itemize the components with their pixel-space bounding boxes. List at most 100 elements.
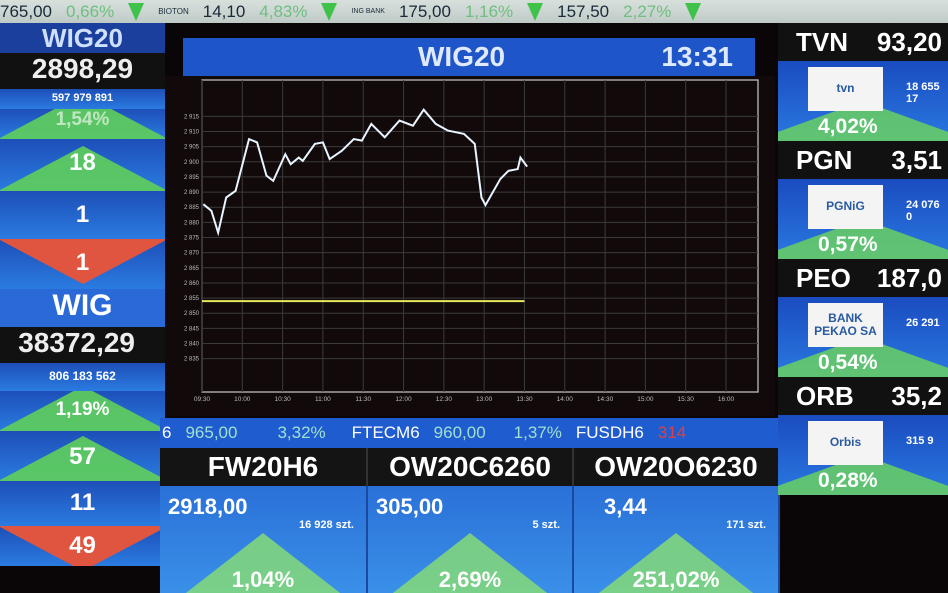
- stock-header: TVN 93,20: [778, 23, 948, 61]
- index-turnover: 806 183 562: [0, 363, 165, 391]
- stock-volume: 18 655 17: [906, 81, 940, 105]
- y-tick-label: 2 845: [184, 326, 200, 332]
- option-volume: 171 szt.: [726, 519, 766, 531]
- stock-volume: 315 9: [906, 435, 934, 447]
- option-change: 1,04%: [231, 567, 295, 592]
- ticker-change: 1,16%: [464, 1, 514, 21]
- option-panel: 2918,00 16 928 szt. 1,04%: [160, 486, 368, 593]
- top-ticker: 765,00 0,66% BIOTON 14,10 4,83% ING BANK 175…: [0, 0, 948, 23]
- stock-volume: 24 076 0: [906, 199, 940, 223]
- x-tick-label: 16:00: [718, 396, 735, 403]
- ticker-price: 157,50: [557, 1, 610, 21]
- index-line: [202, 108, 528, 237]
- stock-symbol: PGN: [796, 144, 853, 175]
- wig20-intraday-chart: 2 915 2 910 2 905 2 900 2 895 2 890 2 885 2 880…: [165, 76, 775, 416]
- strip-symbol: FUSDH6: [575, 423, 644, 442]
- up-arrow-icon: [321, 2, 338, 21]
- option-panel: 305,00 5 szt. 2,69%: [368, 486, 574, 593]
- strip-change: 1,37%: [513, 423, 562, 442]
- clock: 13:31: [661, 41, 733, 72]
- x-tick-label: 15:30: [678, 396, 695, 403]
- x-tick-label: 14:00: [557, 396, 574, 403]
- stock-panel: BANK PEKAO SA 26 291 0,54%: [778, 297, 948, 377]
- y-tick-label: 2 840: [184, 342, 200, 348]
- stock-symbol: PEO: [796, 262, 851, 293]
- strip-symbol: FTECM6: [351, 423, 420, 442]
- up-arrow-icon: [527, 2, 544, 21]
- strip-symbol: 6: [162, 423, 172, 442]
- option-price: 2918,00: [168, 494, 248, 519]
- index-turnover: 597 979 891: [0, 89, 165, 109]
- y-tick-label: 2 895: [184, 175, 200, 181]
- ticker-logo: BIOTON: [158, 7, 189, 16]
- index-change: 1,19%: [55, 399, 110, 420]
- stock-header: ORB 35,2: [778, 377, 948, 415]
- x-tick-label: 13:30: [516, 396, 533, 403]
- stock-volume: 26 291: [906, 317, 940, 329]
- option-panel: 3,44 171 szt. 251,02%: [574, 486, 780, 593]
- chart-title: WIG20: [418, 41, 506, 72]
- y-tick-label: 2 905: [184, 145, 200, 151]
- stock-symbol: TVN: [796, 26, 848, 57]
- option-volume: 5 szt.: [532, 519, 560, 531]
- x-tick-label: 11:30: [355, 396, 371, 403]
- y-tick-label: 2 860: [184, 281, 200, 287]
- stock-change: 0,28%: [818, 469, 878, 492]
- ticker-change: 2,27%: [623, 1, 672, 21]
- strip-price: 965,00: [185, 423, 238, 442]
- stock-price: 35,2: [891, 380, 942, 411]
- up-arrow-icon: [128, 2, 145, 21]
- y-tick-label: 2 865: [184, 266, 200, 272]
- right-stocks-panel: TVN 93,20 tvn 18 655 17 4,02% PGN 3,51 PGNiG 2…: [778, 23, 948, 495]
- stock-header: PGN 3,51: [778, 141, 948, 179]
- company-logo: PGNiG: [808, 185, 883, 229]
- y-tick-label: 2 885: [184, 205, 200, 211]
- option-name: OW20C6260: [368, 448, 574, 486]
- strip-price: 314: [657, 423, 687, 442]
- option-price: 305,00: [376, 494, 444, 519]
- y-tick-label: 2 910: [184, 129, 200, 135]
- chart-background: [165, 76, 775, 416]
- x-tick-label: 09:30: [194, 396, 211, 403]
- option-change: 251,02%: [632, 567, 720, 592]
- x-tick-label: 14:30: [597, 396, 614, 403]
- ticker-change: 0,66%: [66, 1, 115, 21]
- y-tick-label: 2 890: [184, 190, 200, 196]
- strip-change: 3,32%: [277, 423, 326, 442]
- x-tick-label: 12:30: [436, 396, 453, 403]
- ticker-logo: ING BANK: [351, 8, 385, 15]
- x-tick-label: 10:00: [234, 396, 251, 403]
- x-tick-label: 10:30: [274, 396, 291, 403]
- option-volume: 16 928 szt.: [298, 519, 354, 531]
- stock-change: 4,02%: [818, 115, 878, 138]
- left-index-panel: WIG20 2898,29 597 979 891 1,54% 18 1 1 W…: [0, 23, 165, 566]
- stock-price: 3,51: [891, 144, 942, 175]
- x-tick-label: 15:00: [637, 396, 654, 403]
- company-logo: BANK PEKAO SA: [808, 303, 883, 347]
- ticker-change: 4,83%: [259, 1, 308, 21]
- advancing-count: 57: [69, 443, 96, 470]
- stock-panel: Orbis 315 9 0,28%: [778, 415, 948, 495]
- y-tick-label: 2 915: [184, 114, 200, 120]
- y-tick-label: 2 875: [184, 236, 200, 242]
- y-tick-label: 2 880: [184, 220, 200, 226]
- strip-price: 960,00: [433, 423, 486, 442]
- ticker-price: 14,10: [202, 1, 246, 21]
- y-tick-label: 2 835: [184, 357, 200, 363]
- stock-change: 0,57%: [818, 233, 878, 256]
- y-tick-label: 2 850: [184, 311, 200, 317]
- unchanged-count: 1: [0, 191, 165, 239]
- option-price: 3,44: [604, 494, 647, 519]
- futures-strip: 6 965,00 3,32% FTECM6 960,00 1,37% FUSDH6 314: [160, 418, 780, 448]
- index-change: 1,54%: [55, 109, 110, 130]
- unchanged-count: 11: [0, 481, 165, 526]
- y-tick-label: 2 870: [184, 251, 200, 257]
- y-tick-label: 2 855: [184, 296, 200, 302]
- x-tick-label: 13:00: [476, 396, 493, 403]
- option-name: OW20O6230: [574, 448, 780, 486]
- chart-header: WIG20 13:31: [183, 38, 755, 76]
- declining-count: 49: [69, 532, 96, 559]
- index-name: WIG20: [0, 23, 165, 53]
- up-arrow-icon: [685, 2, 702, 21]
- option-change: 2,69%: [438, 567, 502, 592]
